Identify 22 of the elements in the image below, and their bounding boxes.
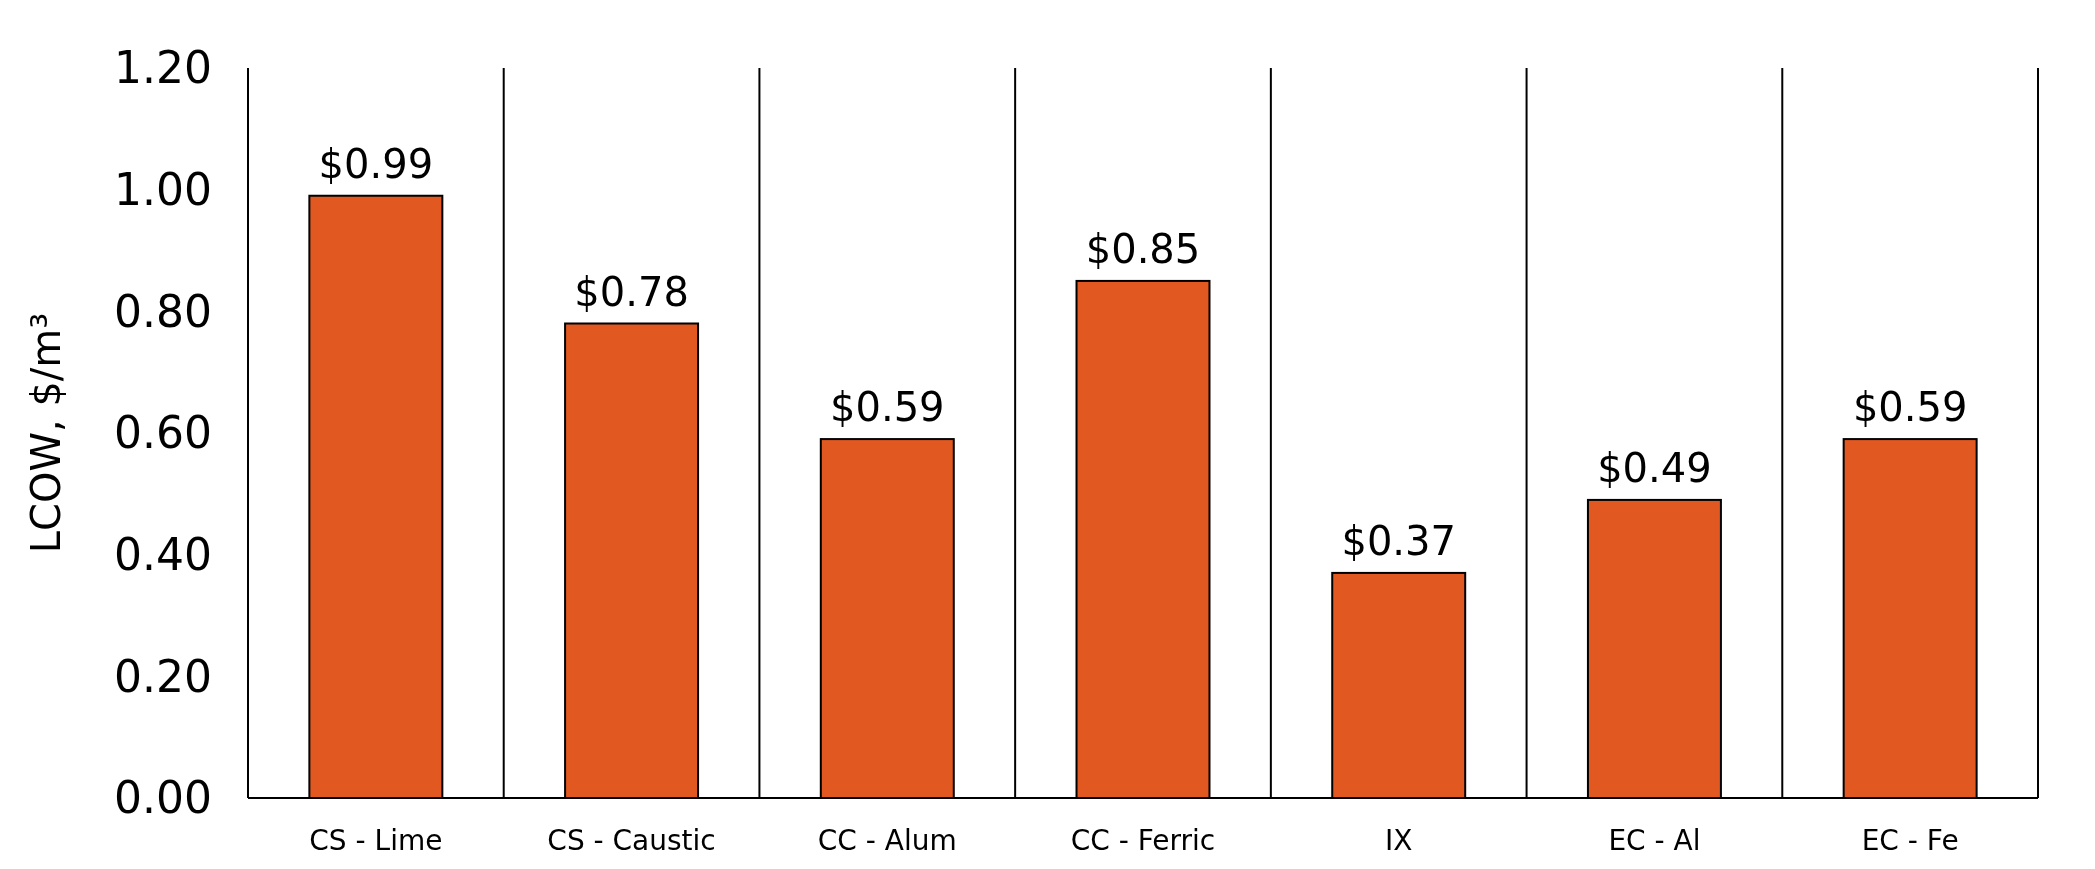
y-tick-label: 1.20: [114, 42, 212, 94]
x-tick-label: CS - Lime: [309, 824, 443, 857]
data-label: $0.59: [830, 384, 945, 431]
x-tick-label: CC - Alum: [817, 824, 957, 857]
y-tick-label: 0.80: [114, 285, 212, 337]
x-tick-label: IX: [1384, 824, 1413, 857]
data-label: $0.37: [1341, 517, 1456, 564]
x-tick-label: EC - Fe: [1861, 824, 1959, 857]
y-axis-title: LCOW, $/m³: [23, 312, 69, 554]
y-tick-label: 0.60: [114, 407, 212, 459]
y-tick-label: 1.00: [114, 164, 212, 216]
x-tick-label: EC - Al: [1608, 824, 1701, 857]
data-label: $0.85: [1085, 225, 1201, 272]
x-tick-label: CC - Ferric: [1070, 824, 1216, 857]
data-label: $0.59: [1852, 384, 1968, 431]
y-tick-label: 0.40: [114, 529, 212, 581]
data-label: $0.78: [574, 268, 689, 315]
y-tick-label: 0.20: [114, 650, 212, 702]
data-label: $0.99: [318, 140, 434, 187]
x-tick-label: CS - Caustic: [547, 824, 716, 857]
y-tick-label: 0.00: [114, 772, 212, 824]
data-label: $0.49: [1597, 444, 1712, 491]
